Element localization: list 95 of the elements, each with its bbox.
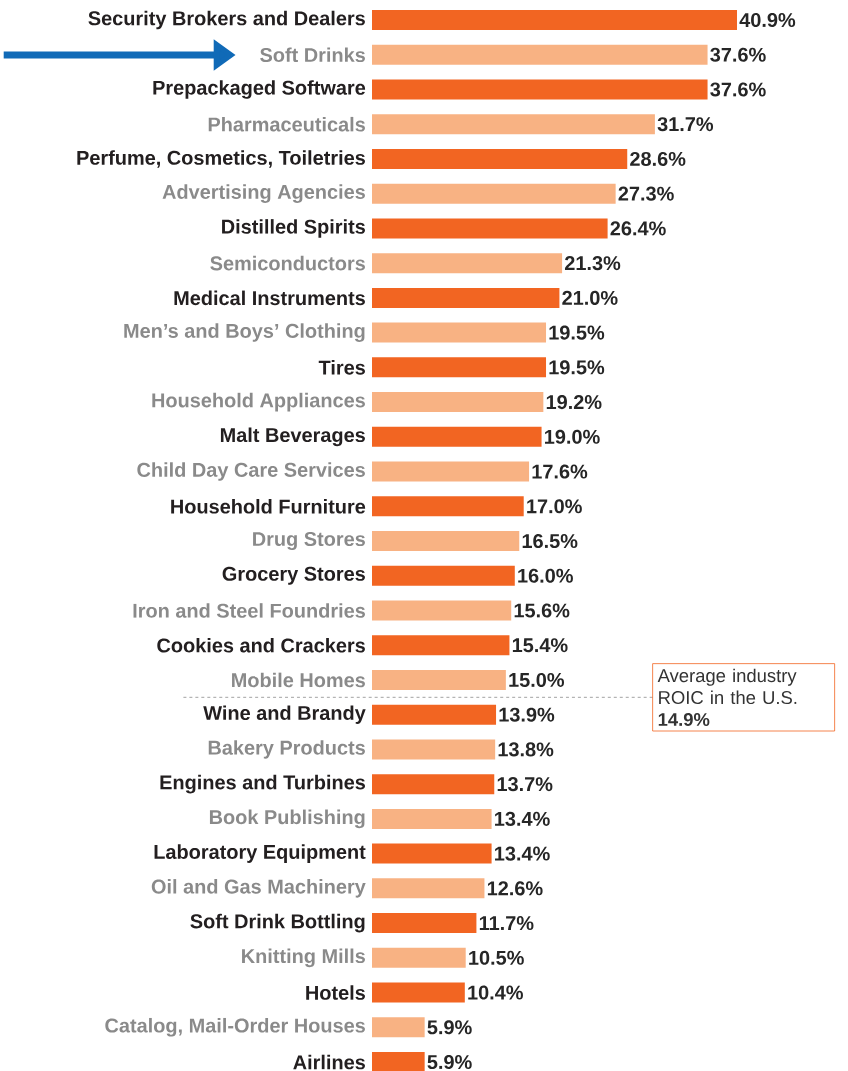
y-tick-label: Men’s and Boys’ Clothing (124, 323, 365, 342)
data-label: 27.3% (618, 186, 674, 201)
data-label: 40.9% (739, 12, 796, 28)
bar (372, 322, 547, 343)
y-tick-label: Knitting Mills (242, 948, 365, 968)
y-tick-label: Book Publishing (209, 809, 365, 829)
bar (372, 357, 547, 378)
data-label: 19.5% (549, 325, 605, 340)
y-tick-label: Engines and Turbines (160, 774, 366, 794)
y-tick-label: Advertising Agencies (162, 184, 365, 204)
data-label: 11.7% (479, 916, 534, 931)
bar (372, 669, 506, 690)
bar (372, 565, 515, 586)
data-label: 21.3% (564, 256, 621, 271)
data-label: 13.4% (495, 811, 550, 826)
y-tick-label: Wine and Brandy (203, 705, 366, 724)
bar (372, 461, 530, 482)
data-label: 37.6% (710, 82, 766, 97)
bar (372, 531, 520, 552)
bar (372, 114, 655, 135)
data-label: 5.9% (427, 1020, 472, 1035)
data-label: 16.5% (522, 533, 578, 549)
y-tick-label: Airlines (293, 1054, 365, 1070)
data-label: 31.7% (657, 117, 714, 132)
y-tick-label: Soft Drink Bottling (190, 913, 365, 933)
y-tick-label: Laboratory Equipment (154, 844, 366, 863)
bar (372, 183, 616, 204)
data-label: 15.6% (514, 603, 570, 618)
data-label: 5.9% (427, 1054, 472, 1070)
data-label: 37.6% (710, 47, 766, 62)
data-label: 10.4% (468, 985, 523, 1000)
bar (372, 496, 524, 517)
y-tick-label: Perfume, Cosmetics, Toiletries (77, 150, 365, 168)
bar (372, 1017, 425, 1038)
y-tick-label: Oil and Gas Machinery (151, 879, 366, 898)
data-label: 19.2% (546, 395, 602, 410)
y-tick-label: Bakery Products (208, 740, 365, 759)
y-tick-label: Catalog, Mail-Order Houses (105, 1017, 365, 1037)
bar (372, 148, 628, 169)
y-tick-label: Cookies and Crackers (157, 637, 365, 653)
bar (372, 426, 542, 447)
bar (372, 287, 560, 308)
bar (372, 1052, 425, 1071)
data-label: 16.0% (518, 568, 573, 583)
data-label: 17.6% (532, 464, 588, 479)
y-tick-label: Prepackaged Software (153, 80, 366, 99)
y-tick-label: Drug Stores (253, 531, 365, 551)
data-label: 12.6% (487, 881, 543, 896)
data-label: 26.4% (610, 221, 666, 236)
bar (372, 982, 465, 1003)
y-tick-label: Pharmaceuticals (208, 116, 365, 132)
y-tick-label: Iron and Steel Foundries (133, 603, 365, 618)
data-label: 15.4% (512, 638, 568, 653)
y-tick-label: Tires (318, 360, 365, 375)
bar (372, 392, 544, 413)
y-tick-label: Distilled Spirits (222, 219, 365, 238)
bar (372, 10, 737, 31)
bar (372, 635, 510, 656)
y-tick-label: Soft Drinks (260, 47, 365, 63)
bar (372, 947, 466, 968)
bar (372, 913, 477, 934)
annotation: 14.9% (658, 712, 710, 727)
data-label: 21.0% (562, 290, 618, 305)
data-label: 15.0% (509, 672, 565, 687)
data-label: 10.5% (469, 950, 524, 965)
y-tick-label: Household Furniture (171, 498, 366, 514)
bar (372, 218, 608, 239)
annotation: Average industry ROIC in the U.S. (657, 668, 797, 705)
y-tick-label: Medical Instruments (174, 290, 365, 306)
data-label: 17.0% (527, 499, 582, 514)
y-tick-label: Household Appliances (152, 392, 365, 412)
y-tick-label: Semiconductors (210, 255, 365, 271)
bar (372, 44, 708, 65)
data-label: 13.7% (497, 777, 553, 792)
y-tick-label: Mobile Homes (232, 672, 365, 688)
y-tick-label: Grocery Stores (222, 566, 365, 585)
bar (372, 774, 495, 795)
data-label: 13.4% (495, 846, 550, 861)
bar (372, 253, 563, 274)
bar (372, 878, 485, 899)
y-tick-label: Hotels (306, 985, 365, 1000)
y-tick-label: Security Brokers and Dealers (88, 10, 365, 30)
bar (372, 704, 497, 725)
data-label: 19.5% (549, 360, 605, 375)
data-label: 13.9% (499, 707, 555, 722)
bar (372, 808, 492, 829)
bar (372, 843, 492, 864)
bar (372, 600, 512, 621)
data-label: 28.6% (630, 151, 686, 166)
data-label: 19.0% (545, 429, 600, 444)
y-tick-label: Malt Beverages (220, 427, 365, 447)
bar (372, 79, 708, 100)
y-tick-label: Child Day Care Services (137, 462, 365, 481)
bar (372, 739, 496, 760)
data-label: 13.8% (498, 742, 554, 757)
